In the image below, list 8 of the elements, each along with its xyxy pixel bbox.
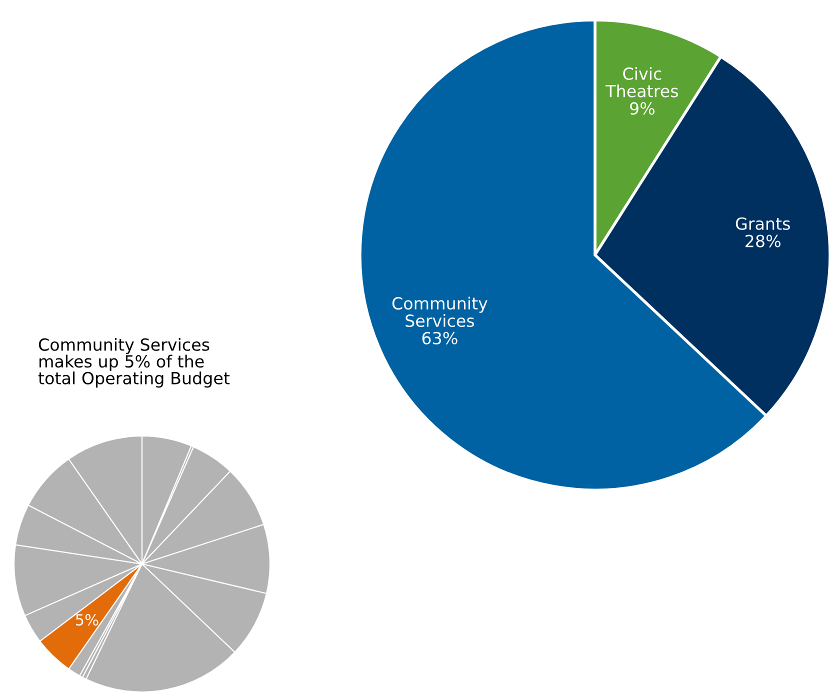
data-label: 63% <box>422 332 458 344</box>
slice-label: Civic Theatres <box>606 67 678 98</box>
slice-label: Grants <box>736 217 790 230</box>
data-label: 9% <box>630 102 655 115</box>
chart-title: Community Services makes up 5% of the total Operating Budget <box>38 338 230 388</box>
data-label: 28% <box>746 234 780 248</box>
slice-label: Community Services <box>392 296 488 328</box>
data-label: 5% <box>76 614 98 626</box>
